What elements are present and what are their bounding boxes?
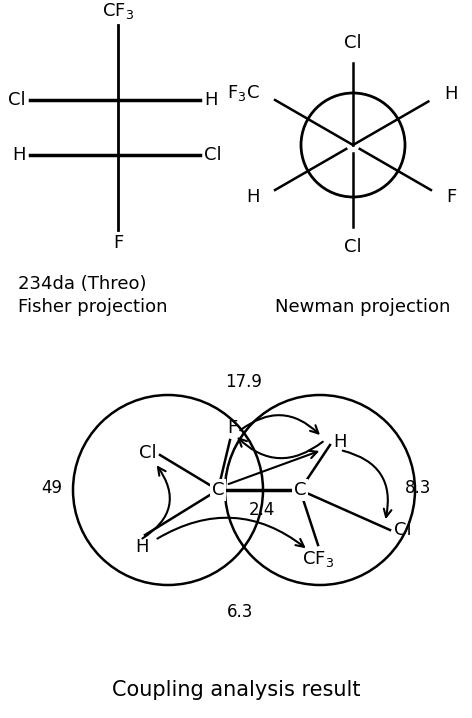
Text: Cl: Cl bbox=[139, 444, 157, 462]
Text: C: C bbox=[294, 481, 306, 499]
Text: 8.3: 8.3 bbox=[405, 479, 431, 497]
Text: Fisher projection: Fisher projection bbox=[18, 298, 168, 316]
Text: H: H bbox=[333, 433, 346, 451]
Text: Cl: Cl bbox=[344, 238, 362, 256]
Text: H: H bbox=[204, 91, 218, 109]
Text: 49: 49 bbox=[42, 479, 62, 497]
Text: CF$_3$: CF$_3$ bbox=[102, 1, 134, 21]
Text: Cl: Cl bbox=[204, 146, 222, 164]
Text: 2.4: 2.4 bbox=[249, 501, 275, 519]
Text: Coupling analysis result: Coupling analysis result bbox=[112, 680, 360, 700]
Text: Cl: Cl bbox=[394, 521, 412, 539]
Text: F: F bbox=[446, 188, 456, 206]
Text: Cl: Cl bbox=[8, 91, 26, 109]
Text: H: H bbox=[135, 538, 149, 556]
Text: H: H bbox=[246, 188, 260, 206]
Text: 6.3: 6.3 bbox=[227, 603, 253, 621]
Text: C: C bbox=[212, 481, 224, 499]
Text: F: F bbox=[227, 419, 237, 437]
Text: H: H bbox=[444, 85, 458, 103]
Text: H: H bbox=[12, 146, 26, 164]
Text: 17.9: 17.9 bbox=[226, 373, 262, 391]
Text: CF$_3$: CF$_3$ bbox=[302, 549, 334, 569]
Text: Newman projection: Newman projection bbox=[275, 298, 450, 316]
Text: 234da (Threo): 234da (Threo) bbox=[18, 275, 146, 293]
Text: F: F bbox=[113, 234, 123, 252]
Text: Cl: Cl bbox=[344, 34, 362, 52]
Text: F$_3$C: F$_3$C bbox=[228, 83, 260, 103]
